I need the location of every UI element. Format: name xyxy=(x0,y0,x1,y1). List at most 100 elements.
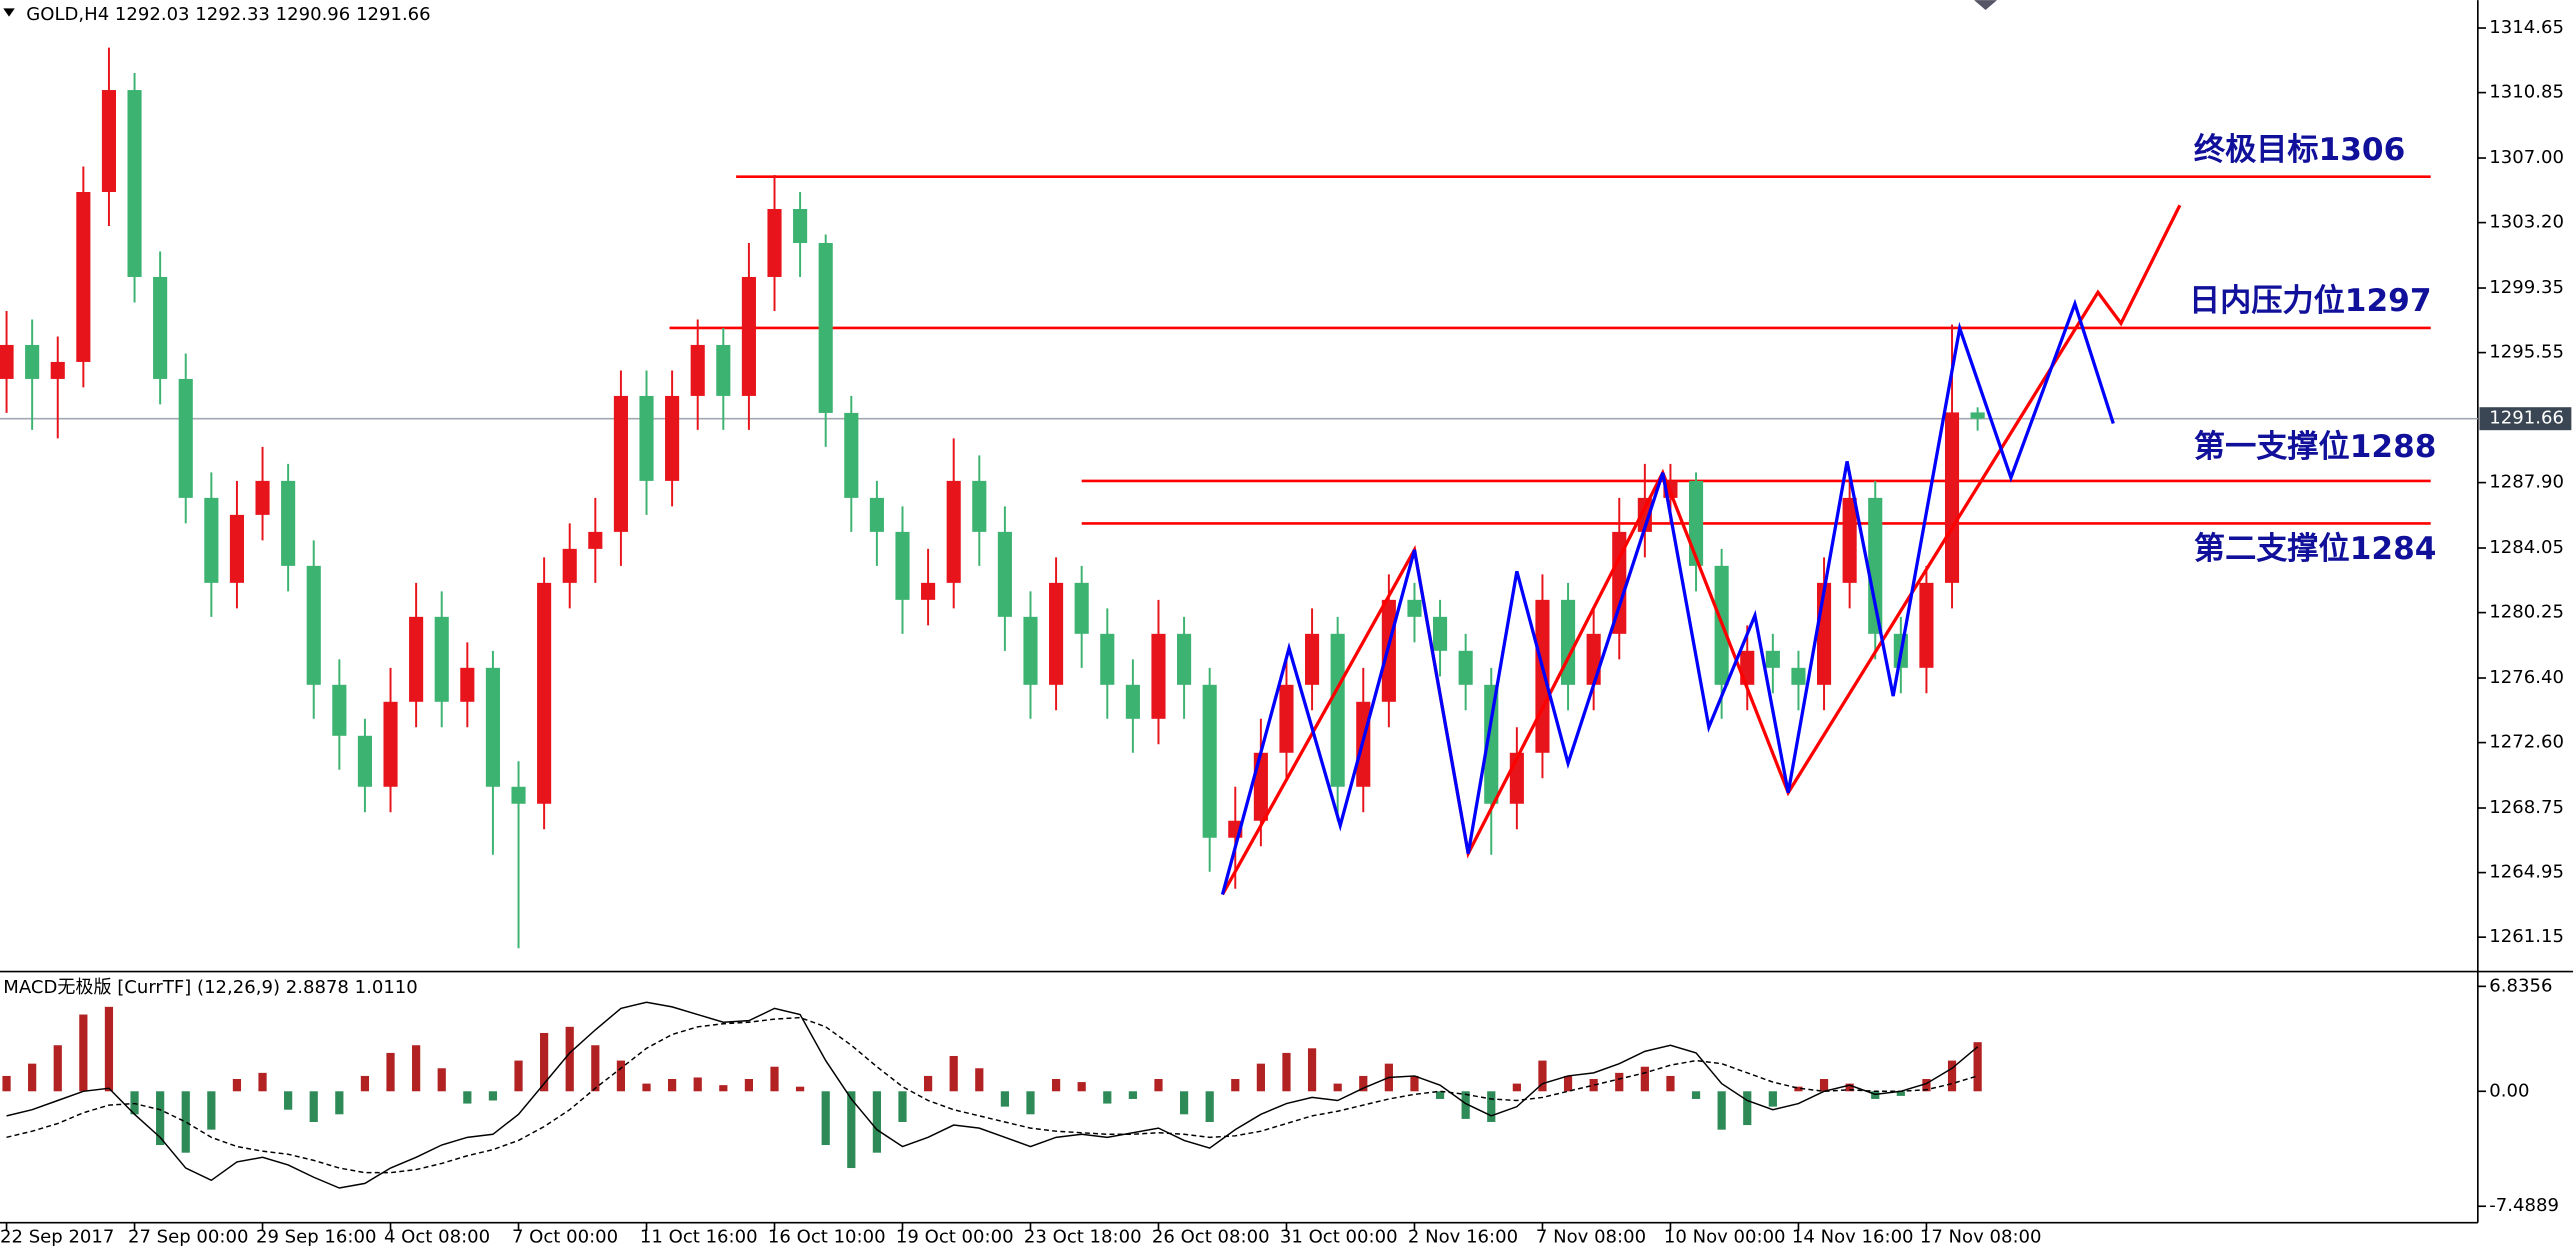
candle-body xyxy=(895,531,910,600)
macd-histogram-bar xyxy=(821,1091,830,1146)
macd-histogram-bar xyxy=(207,1091,216,1130)
x-tick-label: 19 Oct 00:00 xyxy=(896,1226,1014,1247)
macd-histogram-bar xyxy=(53,1045,62,1092)
candle-body xyxy=(1100,633,1115,685)
macd-histogram-bar xyxy=(1000,1091,1009,1107)
macd-histogram-bar xyxy=(437,1068,446,1092)
y-tick-label: 1310.85 xyxy=(2489,82,2564,103)
chart-header: GOLD,H4 1292.03 1292.33 1290.96 1291.66 xyxy=(26,4,430,25)
macd-histogram-bar xyxy=(1563,1075,1573,1092)
x-tick-label: 31 Oct 00:00 xyxy=(1280,1226,1398,1247)
candle-body xyxy=(818,242,833,413)
candle-body xyxy=(1049,582,1064,685)
macd-histogram-bar xyxy=(1179,1091,1189,1115)
x-tick-label: 10 Nov 00:00 xyxy=(1664,1226,1786,1247)
candle-body xyxy=(1484,684,1499,804)
macd-histogram-bar xyxy=(360,1075,370,1092)
macd-histogram-bar xyxy=(1615,1072,1624,1092)
macd-histogram-bar xyxy=(1947,1060,1957,1092)
current-price-label: 1291.66 xyxy=(2489,408,2564,429)
candle-body xyxy=(1202,684,1217,838)
macd-histogram-bar xyxy=(540,1032,549,1092)
candle-body xyxy=(255,480,270,515)
macd-histogram-bar xyxy=(284,1091,293,1110)
candle-body xyxy=(1125,684,1140,719)
y-tick-label: 1303.20 xyxy=(2489,212,2564,233)
x-tick-label: 22 Sep 2017 xyxy=(0,1226,114,1247)
macd-histogram-bar xyxy=(1256,1063,1265,1092)
macd-histogram-bar xyxy=(796,1086,805,1092)
macd-histogram-bar xyxy=(309,1091,318,1122)
macd-histogram-bar xyxy=(1051,1079,1061,1092)
candle-body xyxy=(1970,412,1985,419)
zigzag-line xyxy=(1220,298,2115,895)
macd-histogram-bar xyxy=(1307,1048,1317,1092)
macd-title: MACD无极版 [CurrTF] (12,26,9) 2.8878 1.0110 xyxy=(3,977,417,998)
macd-histogram-bar xyxy=(923,1075,933,1092)
candle-body xyxy=(25,344,40,379)
x-tick-label: 4 Oct 08:00 xyxy=(384,1226,490,1247)
level-label: 第二支撑位1284 xyxy=(2194,531,2437,567)
candle-body xyxy=(997,531,1012,617)
y-tick-label: 1280.25 xyxy=(2489,602,2564,623)
macd-histogram-bar xyxy=(258,1072,267,1092)
y-tick-label: 1295.55 xyxy=(2489,342,2564,363)
candle-body xyxy=(460,667,475,702)
macd-histogram-bar xyxy=(847,1091,856,1169)
candle-body xyxy=(844,412,859,498)
candle-body xyxy=(1177,633,1192,685)
candle-body xyxy=(639,395,654,481)
macd-histogram-bar xyxy=(949,1055,958,1092)
macd-histogram-bar xyxy=(1154,1079,1163,1092)
candle-body xyxy=(1868,497,1883,634)
y-tick-label: 1314.65 xyxy=(2489,17,2564,38)
macd-histogram-bar xyxy=(335,1091,344,1115)
candle-body xyxy=(409,616,424,702)
candle-body xyxy=(588,531,603,549)
candle-body xyxy=(1074,582,1089,634)
macd-histogram-bar xyxy=(1333,1083,1342,1092)
macd-histogram-bar xyxy=(1794,1086,1803,1092)
candle-body xyxy=(1919,582,1934,668)
macd-histogram-bar xyxy=(2,1075,11,1092)
macd-histogram-bar xyxy=(28,1063,37,1092)
candle-body xyxy=(281,480,296,566)
macd-histogram-bar xyxy=(1435,1091,1445,1099)
candle-body xyxy=(1279,684,1294,753)
y-tick-label: -7.4889 xyxy=(2489,1195,2559,1216)
macd-histogram-bar xyxy=(130,1091,139,1115)
candle-body xyxy=(0,344,14,379)
macd-histogram-bar xyxy=(514,1060,523,1092)
macd-histogram-bar xyxy=(1231,1079,1240,1092)
macd-histogram-bar xyxy=(232,1079,242,1092)
macd-histogram-bar xyxy=(1410,1075,1419,1092)
candle-body xyxy=(1151,633,1166,719)
shift-marker[interactable] xyxy=(1974,0,1998,11)
level-label: 日内压力位1297 xyxy=(2189,283,2431,319)
candle-body xyxy=(434,616,449,702)
x-tick-label: 16 Oct 10:00 xyxy=(768,1226,886,1247)
macd-histogram-bar xyxy=(616,1060,626,1092)
macd-histogram-bar xyxy=(1717,1091,1726,1130)
x-tick-label: 23 Oct 18:00 xyxy=(1024,1226,1142,1247)
macd-histogram-bar xyxy=(719,1085,728,1092)
candle-body xyxy=(178,378,193,498)
macd-histogram-bar xyxy=(1103,1091,1112,1104)
menu-arrow[interactable] xyxy=(3,8,15,17)
y-tick-label: 1307.00 xyxy=(2489,147,2564,168)
y-tick-label: 6.8356 xyxy=(2489,975,2552,996)
macd-histogram-bar xyxy=(1819,1079,1829,1092)
candle-body xyxy=(383,701,398,787)
macd-histogram-bar xyxy=(565,1026,574,1092)
candle-body xyxy=(1586,633,1601,685)
candle-body xyxy=(665,395,680,481)
candle-body xyxy=(1637,497,1652,532)
macd-histogram-bar xyxy=(386,1052,395,1092)
macd-histogram-bar xyxy=(1691,1091,1701,1099)
macd-histogram-bar xyxy=(1282,1052,1291,1092)
y-tick-label: 1272.60 xyxy=(2489,732,2564,753)
macd-histogram-bar xyxy=(79,1014,88,1092)
candle-body xyxy=(716,344,731,396)
macd-histogram-bar xyxy=(463,1091,472,1104)
